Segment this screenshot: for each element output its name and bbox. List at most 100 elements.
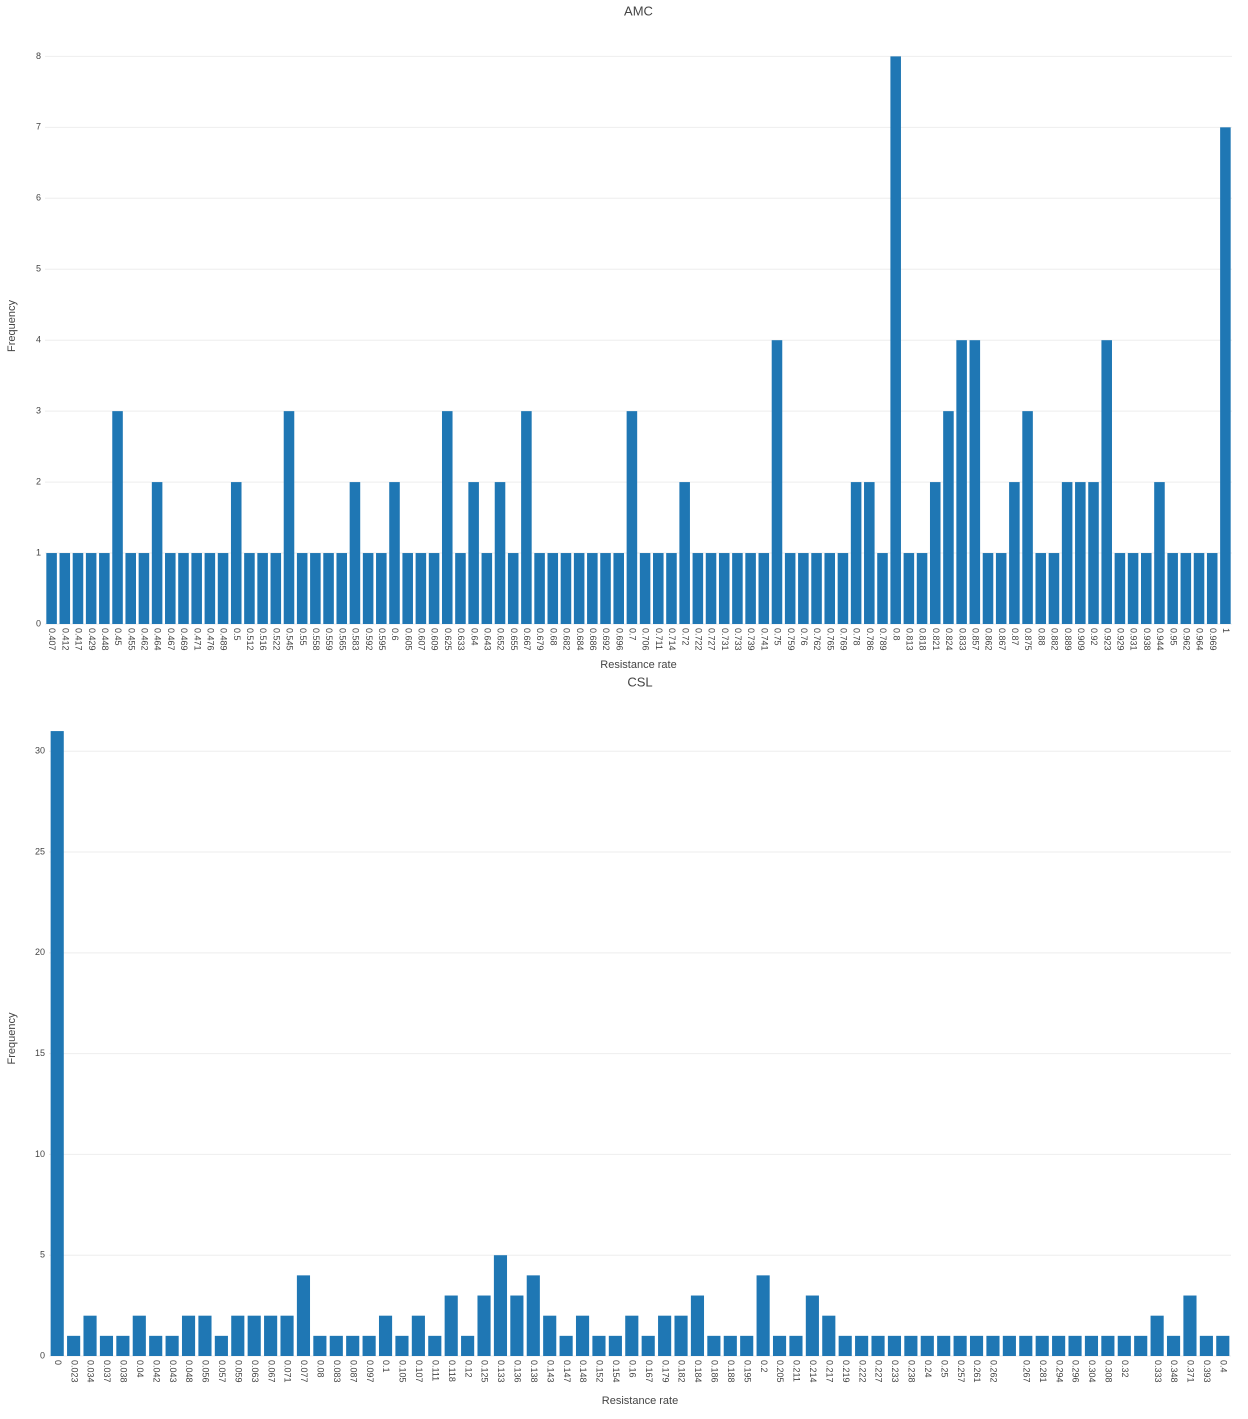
bar bbox=[296, 553, 308, 624]
x-tick-label: 0.186 bbox=[710, 1360, 720, 1383]
bar bbox=[165, 553, 176, 624]
bar bbox=[692, 553, 704, 624]
x-tick-label: 0.471 bbox=[192, 628, 202, 651]
x-tick-label: 0.023 bbox=[69, 1360, 79, 1383]
x-tick-label: 0.72 bbox=[680, 628, 690, 646]
bar bbox=[707, 1335, 721, 1356]
x-tick-label: 0.467 bbox=[166, 628, 176, 651]
x-tick-label: 0.195 bbox=[742, 1360, 752, 1383]
bar bbox=[1199, 1335, 1213, 1356]
bar bbox=[805, 1295, 819, 1356]
bar bbox=[46, 553, 57, 624]
x-tick-label: 0.931 bbox=[1129, 628, 1139, 651]
x-tick-label: 0.714 bbox=[667, 628, 677, 651]
x-tick-label: 0.711 bbox=[654, 628, 664, 650]
x-tick-label: 0.5 bbox=[232, 628, 242, 641]
x-tick-label: 0.76 bbox=[799, 628, 809, 646]
bar bbox=[378, 1315, 393, 1356]
x-tick-label: 0.067 bbox=[266, 1360, 276, 1383]
bar bbox=[85, 553, 97, 624]
bar bbox=[559, 1335, 573, 1356]
x-tick-label: 0.04 bbox=[135, 1360, 145, 1378]
x-tick-label: 0.261 bbox=[972, 1360, 982, 1383]
bar bbox=[296, 1275, 311, 1356]
bar bbox=[1048, 553, 1060, 624]
x-tick-label: 0.765 bbox=[825, 628, 835, 651]
x-tick-label: 0.281 bbox=[1038, 1360, 1048, 1383]
x-tick-label: 0.6 bbox=[390, 628, 400, 641]
bar bbox=[376, 553, 387, 624]
x-tick-label: 0.706 bbox=[641, 628, 651, 651]
bar bbox=[732, 553, 743, 624]
bar bbox=[1088, 482, 1099, 624]
bar bbox=[705, 553, 717, 624]
x-tick-label: 0.138 bbox=[529, 1360, 539, 1383]
bar bbox=[573, 553, 585, 624]
bar bbox=[138, 553, 150, 624]
bar bbox=[283, 411, 295, 624]
bar bbox=[824, 553, 836, 624]
x-tick-label: 0.087 bbox=[348, 1360, 358, 1383]
bar bbox=[247, 1315, 261, 1356]
bar bbox=[323, 553, 334, 624]
x-tick-label: 0.88 bbox=[1036, 628, 1046, 646]
x-tick-label: 0.583 bbox=[351, 628, 361, 651]
x-tick-label: 0.393 bbox=[1202, 1360, 1212, 1383]
bar bbox=[178, 553, 189, 624]
y-tick-label: 0 bbox=[40, 1350, 45, 1360]
bar bbox=[943, 411, 954, 624]
x-tick-label: 0.184 bbox=[693, 1360, 703, 1383]
x-tick-label: 0.262 bbox=[989, 1360, 999, 1383]
x-tick-label: 0.692 bbox=[601, 628, 611, 651]
bar bbox=[798, 553, 809, 624]
bar bbox=[587, 553, 598, 624]
x-tick-label: 0.043 bbox=[168, 1360, 178, 1383]
x-tick-label: 0.727 bbox=[707, 628, 717, 651]
bar bbox=[1150, 1315, 1164, 1356]
bar bbox=[510, 1295, 524, 1356]
bar bbox=[83, 1315, 97, 1356]
bar bbox=[674, 1315, 688, 1356]
x-tick-label: 0.211 bbox=[792, 1360, 802, 1382]
y-tick-label: 4 bbox=[36, 335, 41, 345]
bar bbox=[855, 1335, 869, 1356]
x-tick-label: 0.7 bbox=[628, 628, 638, 641]
y-tick-label: 5 bbox=[40, 1250, 45, 1260]
x-tick-label: 0.565 bbox=[337, 628, 347, 651]
bar bbox=[626, 411, 638, 624]
chart-title: CSL bbox=[627, 674, 652, 689]
bar bbox=[346, 1335, 360, 1356]
bar bbox=[758, 553, 770, 624]
x-tick-label: 0.205 bbox=[775, 1360, 785, 1383]
x-tick-label: 0.24 bbox=[923, 1360, 933, 1378]
bar bbox=[455, 553, 466, 624]
bar bbox=[362, 553, 374, 624]
x-tick-label: 0.962 bbox=[1181, 628, 1191, 651]
bar bbox=[639, 553, 651, 624]
x-tick-label: 0.545 bbox=[285, 628, 295, 651]
x-tick-label: 0.882 bbox=[1050, 628, 1060, 651]
x-tick-label: 0.2 bbox=[759, 1360, 769, 1373]
bar bbox=[1193, 553, 1205, 624]
x-tick-label: 0.862 bbox=[984, 628, 994, 651]
x-tick-label: 0.652 bbox=[496, 628, 506, 651]
x-tick-label: 0.818 bbox=[918, 628, 928, 651]
bar bbox=[1167, 553, 1178, 624]
bar bbox=[756, 1275, 770, 1356]
x-tick-label: 0.789 bbox=[878, 628, 888, 651]
bar bbox=[280, 1315, 294, 1356]
x-tick-label: 0.722 bbox=[693, 628, 703, 651]
bar bbox=[1117, 1335, 1131, 1356]
x-tick-label: 0.133 bbox=[496, 1360, 506, 1383]
bar bbox=[99, 1335, 114, 1356]
x-tick-label: 0.32 bbox=[1120, 1360, 1130, 1378]
bar bbox=[850, 482, 862, 624]
y-tick-label: 7 bbox=[36, 122, 41, 132]
x-tick-label: 0.92 bbox=[1089, 628, 1099, 646]
bar bbox=[468, 482, 479, 624]
x-tick-label: 0.034 bbox=[86, 1360, 96, 1383]
bar bbox=[59, 553, 71, 624]
bar bbox=[1206, 553, 1218, 624]
x-tick-label: 0.633 bbox=[456, 628, 466, 651]
bar bbox=[1216, 1335, 1230, 1356]
